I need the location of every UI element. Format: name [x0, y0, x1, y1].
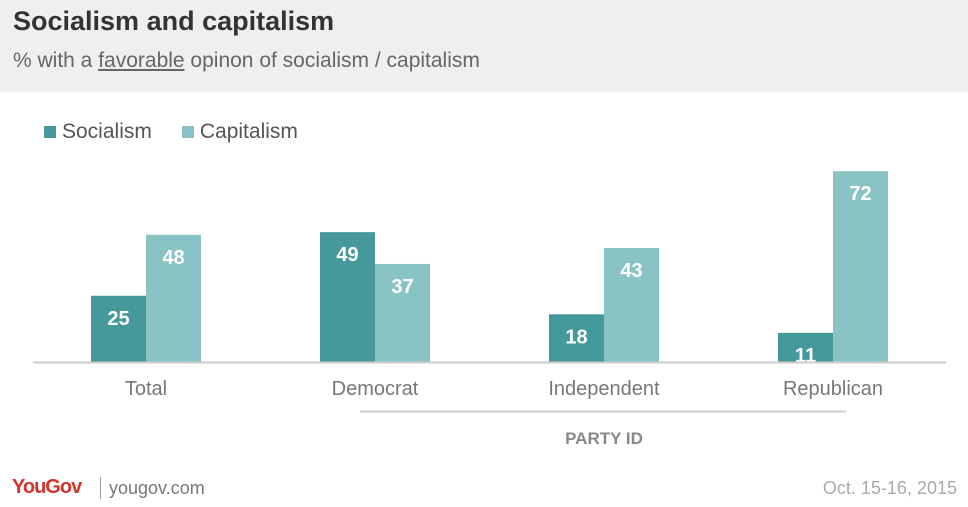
date-label: Oct. 15-16, 2015	[822, 478, 957, 498]
category-label-republican: Republican	[783, 378, 883, 400]
legend-item-socialism: Socialism	[44, 120, 152, 144]
data-label-capitalism-democrat: 37	[391, 276, 413, 298]
header-band: Socialism and capitalism % with a favora…	[0, 0, 968, 92]
yougov-logo: YouGov	[12, 476, 82, 499]
category-label-independent: Independent	[548, 378, 660, 400]
data-label-capitalism-total: 48	[162, 247, 184, 269]
category-label-total: Total	[125, 378, 167, 400]
footer: YouGov yougov.com Oct. 15-16, 2015	[0, 474, 968, 504]
subtitle-prefix: % with a	[13, 49, 99, 72]
bar-capitalism-independent	[604, 248, 659, 362]
data-label-socialism-total: 25	[107, 308, 129, 330]
data-label-capitalism-independent: 43	[620, 260, 642, 282]
data-label-socialism-independent: 18	[565, 326, 587, 348]
legend-swatch-socialism	[44, 126, 56, 138]
bar-socialism-independent	[549, 314, 604, 362]
bar-capitalism-total	[146, 234, 201, 362]
bar-socialism-republican	[778, 332, 833, 362]
logo-you: You	[12, 476, 46, 498]
legend-swatch-capitalism	[181, 126, 194, 138]
site-link[interactable]: yougov.com	[109, 478, 205, 498]
legend-label-socialism: Socialism	[62, 120, 152, 143]
group-label-party-id: PARTY ID	[565, 429, 643, 448]
bar-socialism-total	[91, 295, 146, 362]
logo-gov: Gov	[45, 476, 82, 498]
bar-capitalism-republican	[833, 171, 888, 362]
data-label-capitalism-republican: 72	[849, 183, 871, 205]
category-label-democrat: Democrat	[332, 378, 419, 400]
chart-title: Socialism and capitalism	[13, 6, 335, 36]
data-label-socialism-republican: 11	[795, 345, 816, 367]
footer-divider	[100, 477, 101, 499]
subtitle-emphasis: favorable	[98, 49, 185, 72]
chart-legend: Socialism Capitalism	[44, 119, 298, 145]
legend-label-capitalism: Capitalism	[199, 120, 298, 143]
bar-socialism-democrat	[320, 232, 375, 362]
chart-subtitle: % with a favorable opinon of socialism /…	[13, 49, 480, 73]
bar-chart: 25 48 Total 49 37 Democrat 18 43 Independent 11 72…	[33, 171, 946, 448]
legend-item-capitalism: Capitalism	[181, 120, 298, 144]
bar-capitalism-democrat	[375, 263, 430, 362]
subtitle-suffix: opinon of socialism / capitalism	[184, 49, 480, 72]
data-label-socialism-democrat: 49	[336, 244, 358, 266]
